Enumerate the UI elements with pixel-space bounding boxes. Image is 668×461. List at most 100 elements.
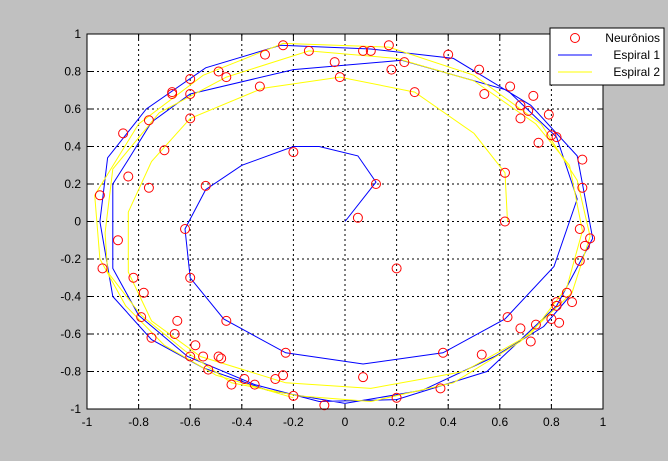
x-tick-label: -0.6 — [180, 415, 201, 429]
neuron-point — [479, 89, 490, 99]
neuron-point — [561, 287, 572, 298]
neuron-point — [435, 383, 446, 394]
x-tick-label: 0.2 — [388, 415, 405, 429]
neuron-point — [579, 240, 590, 251]
neuron-point — [334, 72, 345, 83]
neuron-point — [221, 315, 232, 326]
neuron-point — [365, 45, 376, 56]
neuron-point — [169, 329, 180, 339]
neuron-point — [159, 145, 170, 156]
legend-label: Espiral 1 — [613, 48, 660, 62]
y-tick-labels: -1 -0.8 -0.6 -0.4 -0.2 0 0.2 0.4 0.6 0.8 1 — [60, 27, 81, 416]
neuron-point — [528, 90, 539, 101]
y-tick-label: -1 — [70, 402, 81, 416]
neuron-point — [386, 64, 397, 75]
neuron-point — [567, 297, 578, 308]
neuron-point — [185, 113, 196, 124]
neuron-point — [128, 272, 139, 283]
neuron-point — [443, 49, 454, 60]
legend-marker-neuronios — [570, 33, 580, 43]
neuron-point — [146, 332, 157, 343]
neuron-point — [574, 224, 585, 234]
neuron-point — [499, 216, 510, 227]
neuron-point — [97, 263, 108, 274]
neuron-point — [226, 379, 237, 390]
neuron-point — [574, 255, 585, 266]
y-tick-label: 0 — [74, 215, 81, 229]
neuron-point — [185, 351, 196, 362]
x-tick-label: -0.2 — [283, 415, 304, 429]
grid-lines — [87, 34, 603, 409]
neuron-point — [515, 113, 526, 124]
y-tick-label: -0.2 — [60, 252, 81, 266]
neuron-point — [551, 132, 562, 143]
neuron-point — [502, 312, 513, 323]
neuron-point — [525, 336, 536, 347]
neuron-point — [391, 392, 402, 403]
neuron-markers — [94, 40, 596, 411]
neuron-point — [474, 64, 485, 75]
neuron-point — [123, 171, 134, 182]
neuron-point — [190, 340, 201, 351]
y-tick-label: 0.2 — [64, 177, 81, 191]
neuron-point — [213, 66, 224, 77]
neuron-point — [185, 89, 196, 99]
neuron-point — [551, 297, 562, 308]
neuron-point — [118, 128, 129, 139]
neuron-point — [138, 287, 149, 298]
x-tick-label: 0 — [342, 415, 349, 429]
neuron-point — [288, 390, 299, 401]
neuron-point — [438, 347, 449, 358]
neuron-point — [577, 154, 588, 165]
neuron-point — [280, 347, 291, 358]
y-tick-label: 0.8 — [64, 65, 81, 79]
neuron-point — [523, 105, 534, 116]
neuron-point — [185, 272, 196, 283]
y-tick-label: -0.4 — [60, 290, 81, 304]
neuron-point — [546, 130, 557, 141]
x-tick-label: 1 — [600, 415, 607, 429]
legend: Neurônios Espiral 1 Espiral 2 — [549, 27, 665, 86]
neuron-point — [288, 147, 299, 158]
x-tick-label: 0.8 — [543, 415, 560, 429]
neuron-point — [551, 300, 562, 311]
neuron-point — [515, 323, 526, 334]
x-tick-label: 0.4 — [440, 415, 457, 429]
neuron-point — [94, 190, 105, 201]
y-tick-label: -0.6 — [60, 327, 81, 341]
neuron-point — [383, 40, 394, 51]
series-line-1 — [99, 44, 594, 404]
neuron-point — [515, 100, 526, 111]
x-tick-label: -0.4 — [231, 415, 252, 429]
legend-label: Neurônios — [605, 31, 660, 45]
neuron-point — [391, 263, 402, 274]
neuron-point — [358, 372, 369, 383]
neuron-point — [278, 40, 289, 51]
neuron-point — [172, 315, 183, 326]
neuron-point — [200, 180, 211, 191]
x-tick-label: -0.8 — [128, 415, 149, 429]
neuron-point — [530, 319, 541, 330]
x-tick-label: 0.6 — [491, 415, 508, 429]
neuron-point — [278, 370, 289, 381]
neuron-point — [585, 233, 596, 244]
neuron-point — [303, 45, 314, 56]
neuron-point — [112, 235, 123, 246]
neuron-point — [180, 224, 191, 234]
y-tick-label: -0.8 — [60, 365, 81, 379]
neuron-point — [505, 81, 516, 92]
neuron-point — [254, 81, 265, 92]
x-tick-labels: -1 -0.8 -0.6 -0.4 -0.2 0 0.2 0.4 0.6 0.8 1 — [82, 415, 607, 429]
x-tick-label: -1 — [82, 415, 93, 429]
neuron-point — [260, 49, 271, 60]
neuron-point — [143, 115, 154, 126]
neuron-point — [399, 57, 410, 68]
neuron-point — [198, 351, 209, 362]
neuron-point — [554, 317, 565, 328]
neuron-point — [167, 87, 178, 98]
y-tick-label: 0.4 — [64, 140, 81, 154]
neuron-point — [319, 400, 330, 411]
neuron-point — [203, 364, 214, 375]
neuron-point — [221, 72, 232, 83]
